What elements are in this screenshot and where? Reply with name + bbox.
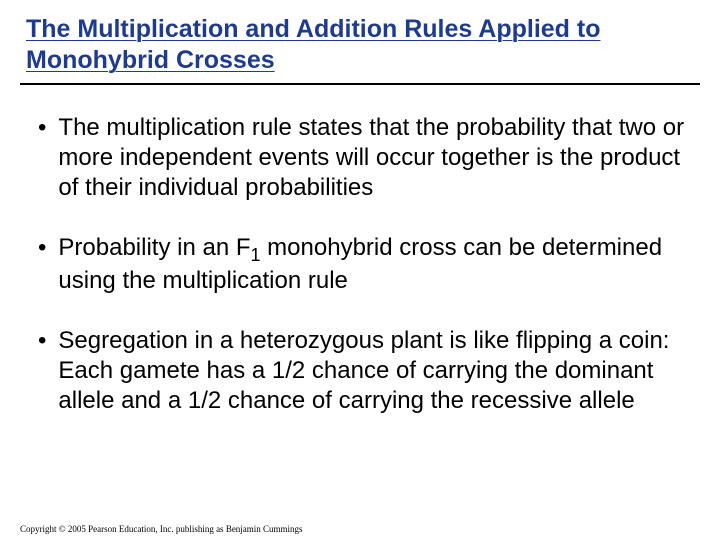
bullet-text: Probability in an F1 monohybrid cross ca… — [58, 233, 690, 296]
bullet-marker-icon: • — [38, 233, 46, 263]
bullet-marker-icon: • — [38, 113, 46, 143]
slide-title: The Multiplication and Addition Rules Ap… — [20, 14, 700, 77]
bullet-item: • Probability in an F1 monohybrid cross … — [38, 233, 690, 296]
copyright-text: Copyright © 2005 Pearson Education, Inc.… — [20, 524, 303, 534]
subscript: 1 — [251, 244, 261, 264]
bullet-item: • Segregation in a heterozygous plant is… — [38, 326, 690, 416]
bullet-marker-icon: • — [38, 326, 46, 356]
bullet-text: The multiplication rule states that the … — [58, 113, 690, 203]
bullet-pre: Probability in an F — [58, 234, 250, 261]
title-underline-rule — [20, 83, 700, 85]
slide-body: • The multiplication rule states that th… — [20, 113, 700, 416]
bullet-text: Segregation in a heterozygous plant is l… — [58, 326, 690, 416]
bullet-item: • The multiplication rule states that th… — [38, 113, 690, 203]
